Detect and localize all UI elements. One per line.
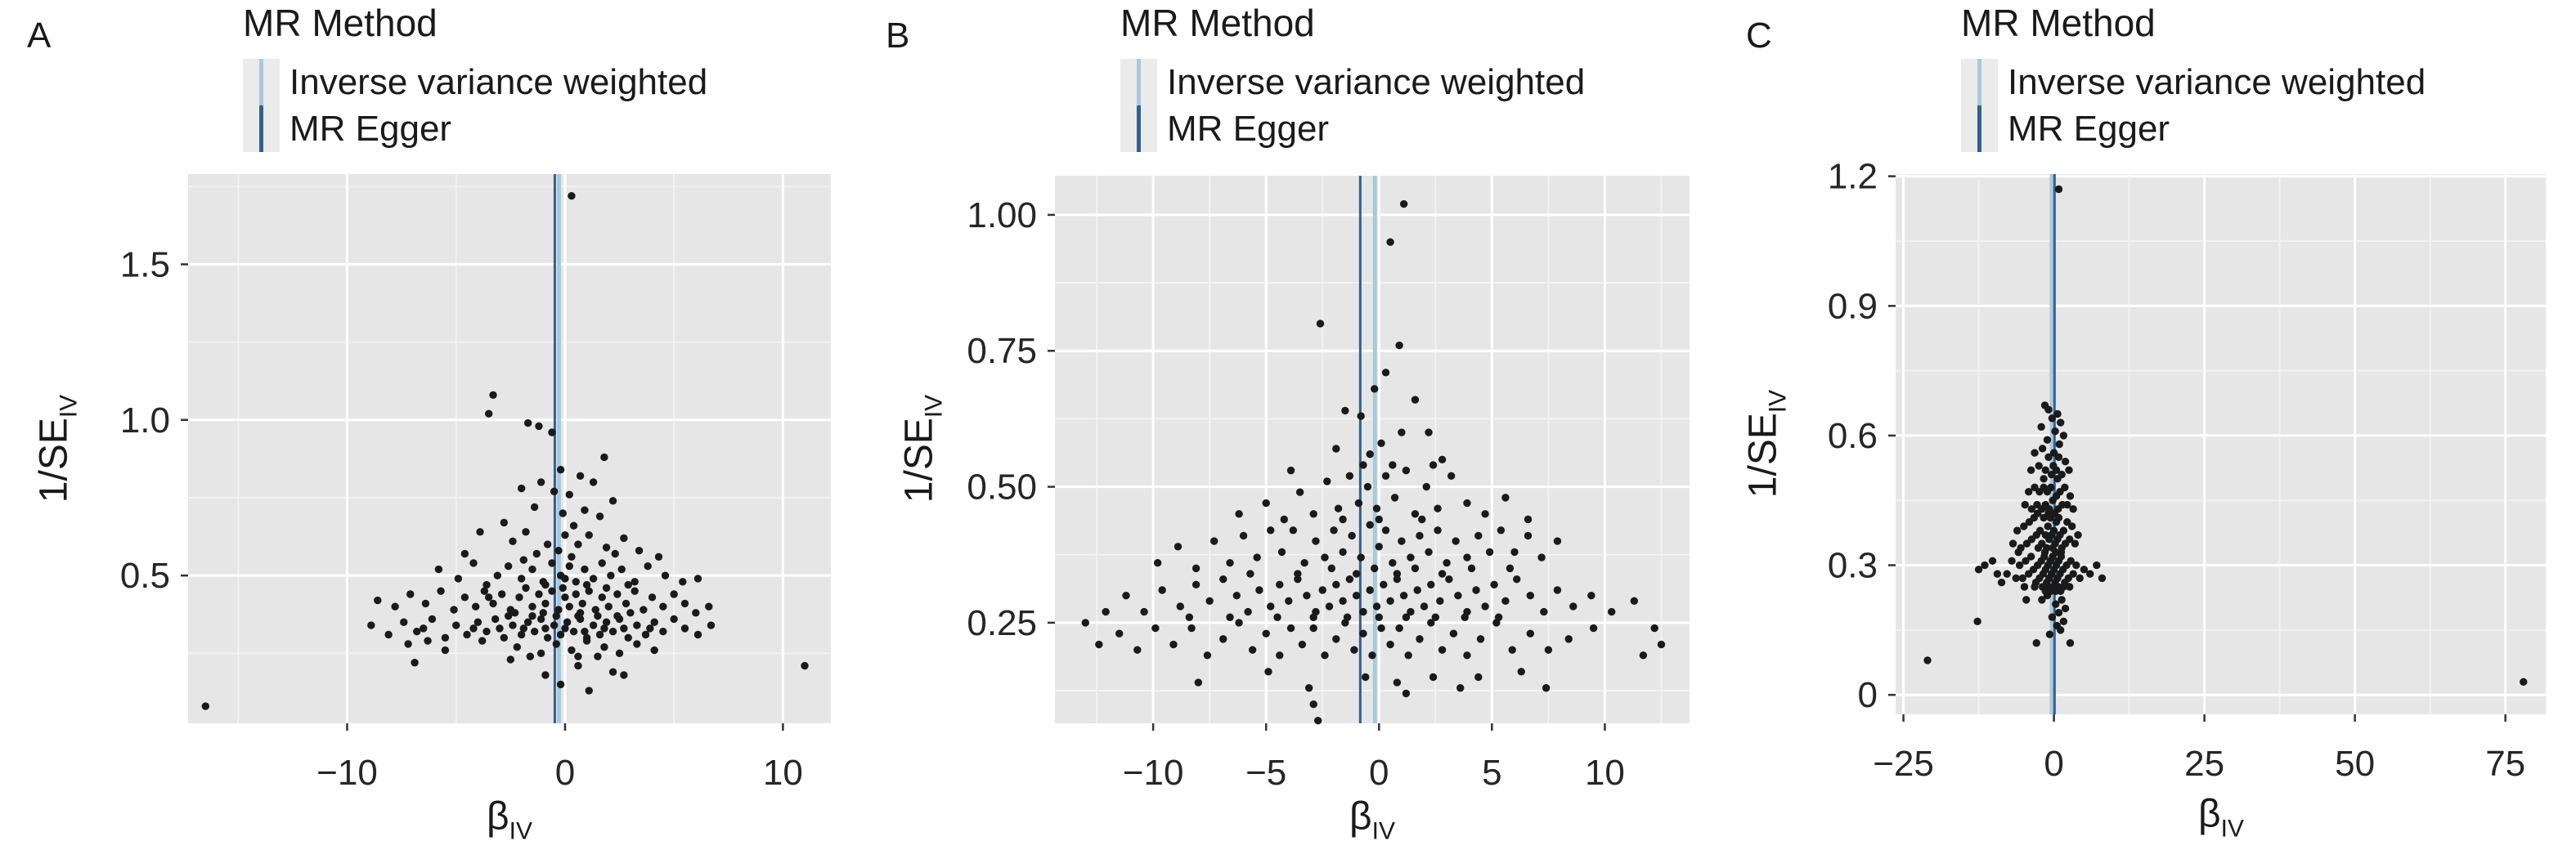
ivw-key-swatch xyxy=(1120,59,1157,105)
y-axis-title-c: 1/SEIV xyxy=(1741,389,1792,499)
svg-text:0.25: 0.25 xyxy=(967,603,1037,643)
svg-text:0.9: 0.9 xyxy=(1828,286,1878,326)
funnel-plot-c: −25 0 25 50 75 0 0.3 0.6 0.9 1.2 xyxy=(1828,157,2546,784)
y-axis-title-b: 1/SEIV xyxy=(897,394,948,503)
svg-text:10: 10 xyxy=(763,753,803,793)
svg-text:−10: −10 xyxy=(1123,753,1184,793)
panel-label-c: C xyxy=(1746,16,1772,56)
legend-title: MR Method xyxy=(243,2,438,44)
svg-text:0: 0 xyxy=(1858,675,1878,715)
legend-item-ivw: Inverse variance weighted xyxy=(1961,59,2426,105)
y-axis-title-a: 1/SEIV xyxy=(32,394,83,503)
legend-c: MR Method Inverse variance weighted MR E… xyxy=(1961,4,2426,152)
legend-item-egger: MR Egger xyxy=(1961,105,2426,152)
legend-label-egger: MR Egger xyxy=(2008,108,2170,149)
svg-text:50: 50 xyxy=(2335,744,2375,784)
ivw-line-icon xyxy=(259,59,263,105)
svg-text:0: 0 xyxy=(2044,744,2063,784)
x-axis-title-c: βIV xyxy=(2198,792,2244,843)
legend-label-ivw: Inverse variance weighted xyxy=(2008,61,2426,102)
egger-line-icon xyxy=(1977,105,1981,152)
svg-text:1.5: 1.5 xyxy=(120,244,170,284)
svg-text:0.6: 0.6 xyxy=(1828,416,1878,456)
legend-title: MR Method xyxy=(1961,2,2156,44)
egger-line-icon xyxy=(1137,105,1141,152)
x-axis-title-b: βIV xyxy=(1349,794,1395,845)
legend-a: MR Method Inverse variance weighted MR E… xyxy=(243,4,707,152)
svg-text:0.50: 0.50 xyxy=(967,468,1037,508)
legend-title: MR Method xyxy=(1120,2,1315,44)
svg-text:1.0: 1.0 xyxy=(120,400,170,441)
panel-label-b: B xyxy=(886,16,910,56)
svg-text:−5: −5 xyxy=(1245,753,1286,793)
legend-label-ivw: Inverse variance weighted xyxy=(1167,61,1586,102)
svg-text:5: 5 xyxy=(1482,753,1501,793)
svg-text:75: 75 xyxy=(2485,744,2525,784)
legend-item-ivw: Inverse variance weighted xyxy=(1120,59,1585,105)
svg-text:25: 25 xyxy=(2184,744,2224,784)
svg-text:−25: −25 xyxy=(1873,744,1934,784)
funnel-plot-a: −10 0 10 0.5 1.0 1.5 xyxy=(120,174,831,793)
svg-text:0.5: 0.5 xyxy=(120,556,170,596)
svg-text:−10: −10 xyxy=(316,753,378,793)
legend-item-ivw: Inverse variance weighted xyxy=(243,59,707,105)
ivw-key-swatch xyxy=(1961,59,1998,105)
legend-label-ivw: Inverse variance weighted xyxy=(289,61,708,102)
egger-key-swatch xyxy=(1120,105,1157,152)
x-axis-title-a: βIV xyxy=(487,794,532,845)
svg-text:0: 0 xyxy=(555,753,575,793)
svg-text:0.75: 0.75 xyxy=(967,331,1037,371)
svg-text:0.3: 0.3 xyxy=(1828,546,1878,586)
legend-b: MR Method Inverse variance weighted MR E… xyxy=(1120,4,1585,152)
svg-text:1.2: 1.2 xyxy=(1828,157,1878,197)
legend-label-egger: MR Egger xyxy=(289,108,452,149)
egger-key-swatch xyxy=(243,105,280,152)
ivw-line-icon xyxy=(1137,59,1141,105)
svg-text:1.00: 1.00 xyxy=(967,195,1037,235)
egger-line-icon xyxy=(259,105,263,152)
svg-text:10: 10 xyxy=(1585,753,1625,793)
ivw-line-icon xyxy=(1977,59,1981,105)
panel-label-a: A xyxy=(27,16,52,56)
svg-text:0: 0 xyxy=(1369,753,1389,793)
ivw-key-swatch xyxy=(243,59,280,105)
legend-item-egger: MR Egger xyxy=(1120,105,1585,152)
egger-key-swatch xyxy=(1961,105,1998,152)
funnel-plot-b: −10 −5 0 5 10 0.25 0.50 0.75 1.00 xyxy=(967,176,1690,793)
legend-label-egger: MR Egger xyxy=(1167,108,1330,149)
legend-item-egger: MR Egger xyxy=(243,105,707,152)
